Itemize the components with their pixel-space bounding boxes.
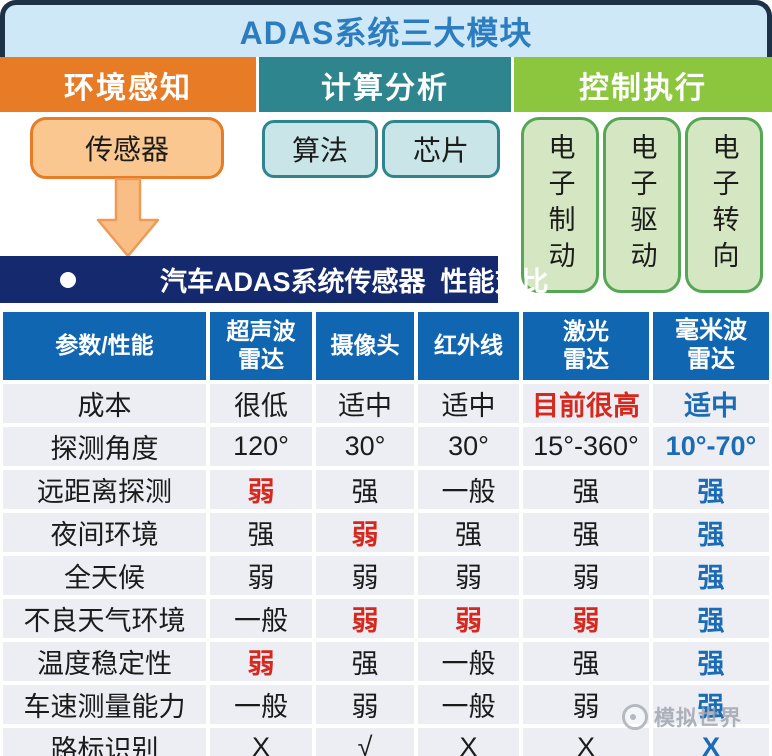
table-cell: 强 <box>418 513 519 552</box>
band-computing-label: 计算分析 <box>321 71 449 105</box>
section-banner: 汽车ADAS系统传感器 性能对比 <box>0 256 549 303</box>
table-cell: 弱 <box>316 556 414 595</box>
table-cell: 10°-70° <box>653 427 769 466</box>
sensor-comparison-table: 参数/性能 超声波 雷达 摄像头 红外线 激光 雷达 毫米波 雷达 成本 很低 … <box>0 312 772 756</box>
table-row-label: 不良天气环境 <box>3 599 206 638</box>
electronic-brake-box: 电子制动 <box>521 117 599 293</box>
table-cell: 强 <box>653 685 769 724</box>
table-cell: 强 <box>653 599 769 638</box>
table-cell: 强 <box>523 470 649 509</box>
table-cell: X <box>653 728 769 756</box>
algorithm-box: 算法 <box>262 120 378 178</box>
watermark-text: 模拟世界 <box>654 707 742 730</box>
column-header-lidar: 激光 雷达 <box>523 312 649 380</box>
chip-box: 芯片 <box>382 120 500 178</box>
table-cell: 120° <box>210 427 312 466</box>
table-row-label: 温度稳定性 <box>3 642 206 681</box>
table-cell: 一般 <box>210 599 312 638</box>
table-cell: 弱 <box>316 599 414 638</box>
table-cell: 30° <box>418 427 519 466</box>
table-cell: 强 <box>316 642 414 681</box>
column-header-ultrasonic: 超声波 雷达 <box>210 312 312 380</box>
table-cell: 弱 <box>418 556 519 595</box>
band-actuation: 控制执行 <box>514 57 772 112</box>
table-cell: 强 <box>523 513 649 552</box>
table-row-label: 远距离探测 <box>3 470 206 509</box>
band-actuation-label: 控制执行 <box>579 71 707 105</box>
table-cell: 适中 <box>316 384 414 423</box>
band-computing: 计算分析 <box>259 57 511 112</box>
column-header-parameter: 参数/性能 <box>3 312 206 380</box>
watermark: 模拟世界 <box>622 702 742 732</box>
sensor-box: 传感器 <box>30 117 224 179</box>
table-cell: 适中 <box>653 384 769 423</box>
electronic-drive-box: 电子驱动 <box>603 117 681 293</box>
table-cell: 强 <box>653 642 769 681</box>
table-cell: X <box>418 728 519 756</box>
down-arrow-icon <box>96 178 160 258</box>
band-perception: 环境感知 <box>0 57 256 112</box>
banner-title: 汽车ADAS系统传感器 性能对比 <box>160 267 549 297</box>
column-header-mmwave: 毫米波 雷达 <box>653 312 769 380</box>
table-row-label: 探测角度 <box>3 427 206 466</box>
table-row-label: 车速测量能力 <box>3 685 206 724</box>
table-cell: 强 <box>316 470 414 509</box>
table-cell: X <box>210 728 312 756</box>
table-cell: 一般 <box>210 685 312 724</box>
band-perception-label: 环境感知 <box>64 71 192 105</box>
electronic-steer-box: 电子转向 <box>685 117 763 293</box>
table-cell: 很低 <box>210 384 312 423</box>
table-row-label: 夜间环境 <box>3 513 206 552</box>
table-cell: √ <box>316 728 414 756</box>
bullet-icon <box>60 271 76 288</box>
table-row-label: 全天候 <box>3 556 206 595</box>
table-cell: 一般 <box>418 470 519 509</box>
table-cell: 弱 <box>210 556 312 595</box>
watermark-logo-icon <box>622 704 648 730</box>
table-cell: 强 <box>653 556 769 595</box>
column-header-camera: 摄像头 <box>316 312 414 380</box>
table-cell: 弱 <box>523 556 649 595</box>
table-cell: 弱 <box>316 513 414 552</box>
table-cell: 目前很高 <box>523 384 649 423</box>
table-cell: X <box>523 728 649 756</box>
title-bar: ADAS系统三大模块 <box>0 0 772 57</box>
table-row-label: 成本 <box>3 384 206 423</box>
table-cell: 弱 <box>316 685 414 724</box>
table-cell: 15°-360° <box>523 427 649 466</box>
table-cell: 强 <box>523 642 649 681</box>
table-cell: 弱 <box>210 470 312 509</box>
table-cell: 强 <box>210 513 312 552</box>
table-cell: 30° <box>316 427 414 466</box>
table-cell: 一般 <box>418 642 519 681</box>
table-cell: 一般 <box>418 685 519 724</box>
table-cell: 弱 <box>418 599 519 638</box>
table-cell: 适中 <box>418 384 519 423</box>
table-cell: 强 <box>653 513 769 552</box>
page-title: ADAS系统三大模块 <box>239 15 533 51</box>
column-header-infrared: 红外线 <box>418 312 519 380</box>
table-cell: 强 <box>653 470 769 509</box>
table-cell: 弱 <box>210 642 312 681</box>
table-row-label: 路标识别 <box>3 728 206 756</box>
table-cell: 弱 <box>523 599 649 638</box>
